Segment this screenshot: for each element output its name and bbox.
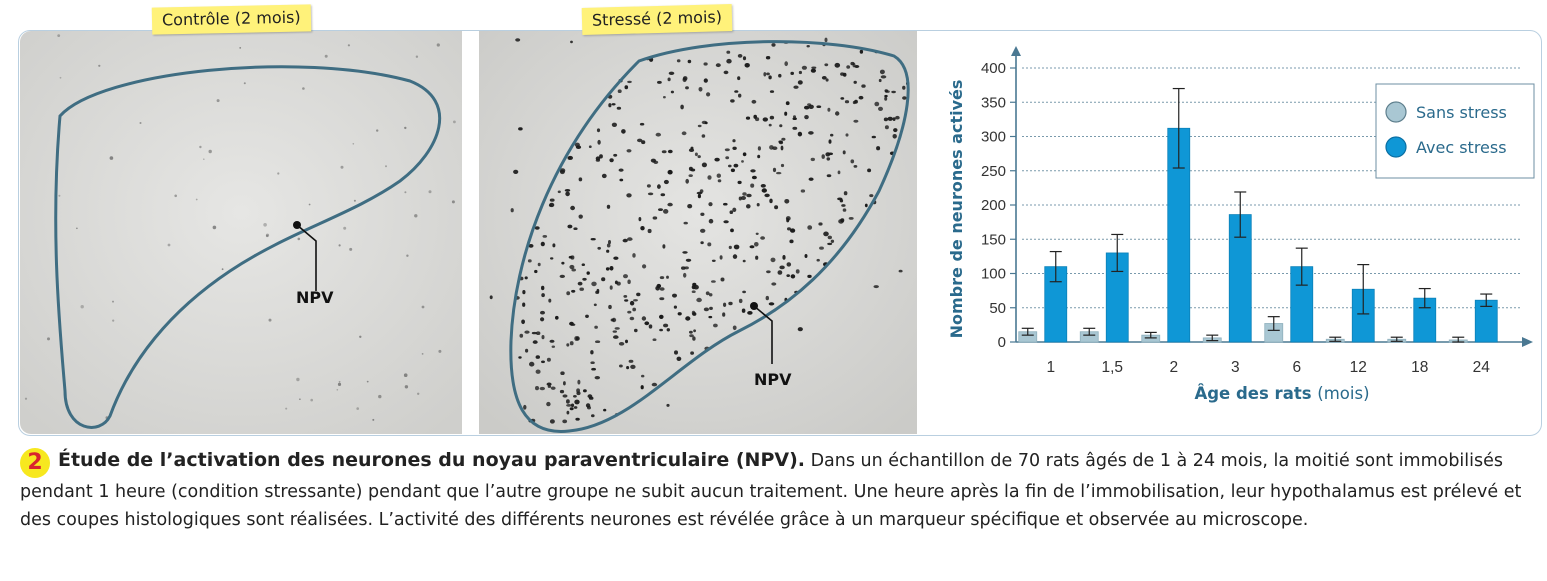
stress-label: Stressé (2 mois) xyxy=(581,4,733,35)
y-tick-label: 200 xyxy=(981,197,1006,214)
y-tick-label: 400 xyxy=(981,60,1006,77)
caption-body: Dans un échantillon de 70 rats âgés de 1… xyxy=(20,451,1522,530)
caption-title: Étude de l’activation des neurones du no… xyxy=(58,449,805,471)
figure-caption: 2 Étude de l’activation des neurones du n… xyxy=(20,446,1530,534)
x-tick-label: 3 xyxy=(1231,359,1240,376)
y-axis-arrow xyxy=(1011,46,1021,56)
x-tick-label: 12 xyxy=(1350,359,1367,376)
x-tick-label: 1 xyxy=(1046,359,1055,376)
x-axis-label: Âge des rats (mois) xyxy=(1194,384,1369,403)
x-tick-label: 24 xyxy=(1473,359,1491,376)
npv-outline-control xyxy=(54,65,441,429)
npv-label-control: NPV xyxy=(296,288,334,307)
bar-chart: 0 50 100 150 200 250 300 350 400 1 1,5 2 3 6 12 18 24 Nom… xyxy=(947,46,1535,403)
y-tick-label: 0 xyxy=(998,334,1006,351)
control-micrograph xyxy=(20,31,462,434)
legend-swatch xyxy=(1385,101,1407,123)
x-tick-label: 6 xyxy=(1292,359,1301,376)
legend-box xyxy=(1375,83,1535,179)
npv-label-stress: NPV xyxy=(754,370,792,389)
y-tick-label: 50 xyxy=(989,300,1006,317)
y-tick-label: 300 xyxy=(981,129,1006,146)
y-tick-label: 100 xyxy=(981,266,1006,283)
legend-label: Avec stress xyxy=(1416,138,1507,157)
x-tick-label: 1,5 xyxy=(1101,359,1123,376)
stress-micrograph xyxy=(479,31,917,434)
x-axis-arrow xyxy=(1522,337,1533,347)
x-tick-label: 2 xyxy=(1169,359,1178,376)
y-tick-label: 350 xyxy=(981,94,1006,111)
npv-outline-stress xyxy=(509,40,910,433)
legend-label: Sans stress xyxy=(1416,103,1507,122)
control-label: Contrôle (2 mois) xyxy=(151,4,311,35)
y-tick-label: 150 xyxy=(981,231,1006,248)
y-tick-label: 250 xyxy=(981,163,1006,180)
figure-number: 2 xyxy=(20,448,50,478)
y-axis-label: Nombre de neurones activés xyxy=(947,80,966,339)
x-tick-label: 18 xyxy=(1411,359,1428,376)
legend-swatch xyxy=(1385,136,1407,158)
